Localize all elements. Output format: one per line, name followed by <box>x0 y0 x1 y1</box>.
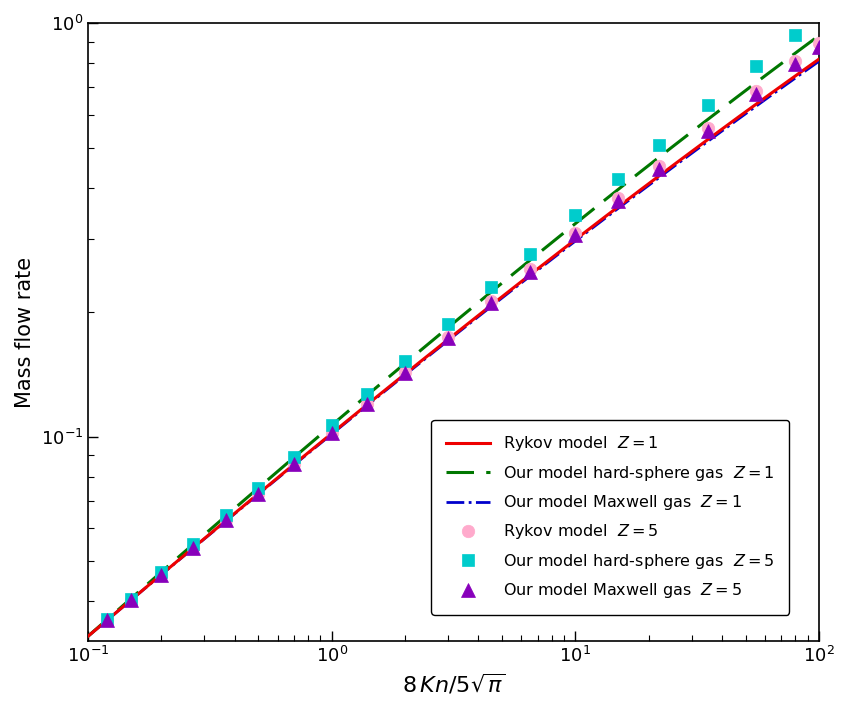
Our model Maxwell gas  $Z = 5$ <box>613 197 623 205</box>
Our model Maxwell gas  $Z = 5$ <box>188 544 198 552</box>
Our model hard-sphere gas  $Z = 5$ <box>362 390 372 398</box>
Our model hard-sphere gas  $Z = 1$ <box>712 107 722 116</box>
Our model Maxwell gas  $Z = 5$ <box>400 369 410 378</box>
Our model Maxwell gas  $Z = 5$ <box>814 43 824 51</box>
Rykov model  $Z = 5$ <box>751 87 761 95</box>
Rykov model  $Z = 1$ <box>814 55 824 63</box>
Rykov model  $Z = 5$ <box>221 516 231 525</box>
Our model Maxwell gas  $Z = 5$ <box>751 90 761 99</box>
Rykov model  $Z = 5$ <box>156 570 167 579</box>
Our model hard-sphere gas  $Z = 1$ <box>548 237 558 245</box>
Our model hard-sphere gas  $Z = 5$ <box>814 11 824 20</box>
Our model Maxwell gas  $Z = 1$ <box>638 186 648 194</box>
Our model hard-sphere gas  $Z = 5$ <box>485 283 496 292</box>
Our model Maxwell gas  $Z = 5$ <box>253 489 264 498</box>
Rykov model  $Z = 5$ <box>790 57 801 65</box>
Our model hard-sphere gas  $Z = 5$ <box>221 511 231 520</box>
Rykov model  $Z = 5$ <box>814 39 824 48</box>
Rykov model  $Z = 5$ <box>613 194 623 203</box>
Our model hard-sphere gas  $Z = 5$ <box>156 568 167 577</box>
Our model hard-sphere gas  $Z = 5$ <box>443 320 453 328</box>
Rykov model  $Z = 1$ <box>712 128 722 137</box>
Our model hard-sphere gas  $Z = 5$ <box>289 453 299 461</box>
Our model Maxwell gas  $Z = 5$ <box>156 570 167 579</box>
Our model hard-sphere gas  $Z = 5$ <box>570 210 581 219</box>
Our model Maxwell gas  $Z = 5$ <box>654 165 664 173</box>
Line: Our model Maxwell gas  $Z = 5$: Our model Maxwell gas $Z = 5$ <box>100 40 826 627</box>
Our model hard-sphere gas  $Z = 1$ <box>814 31 824 40</box>
Our model hard-sphere gas  $Z = 1$ <box>527 255 537 263</box>
Line: Our model Maxwell gas  $Z = 1$: Our model Maxwell gas $Z = 1$ <box>88 61 819 636</box>
Rykov model  $Z = 5$ <box>703 124 713 132</box>
Our model hard-sphere gas  $Z = 1$ <box>82 632 93 641</box>
Rykov model  $Z = 5$ <box>570 228 581 237</box>
Our model Maxwell gas  $Z = 5$ <box>524 267 535 276</box>
Our model hard-sphere gas  $Z = 5$ <box>654 141 664 149</box>
Rykov model  $Z = 5$ <box>253 489 264 498</box>
Rykov model  $Z = 5$ <box>362 400 372 408</box>
Line: Our model hard-sphere gas  $Z = 1$: Our model hard-sphere gas $Z = 1$ <box>88 36 819 636</box>
Our model hard-sphere gas  $Z = 1$ <box>638 166 648 174</box>
Our model Maxwell gas  $Z = 1$ <box>82 632 93 641</box>
Our model Maxwell gas  $Z = 1$ <box>128 594 138 603</box>
Our model hard-sphere gas  $Z = 5$ <box>126 594 136 603</box>
Rykov model  $Z = 1$ <box>507 284 518 293</box>
Rykov model  $Z = 5$ <box>326 429 337 438</box>
Our model Maxwell gas  $Z = 5$ <box>790 60 801 69</box>
Rykov model  $Z = 5$ <box>524 265 535 274</box>
Our model hard-sphere gas  $Z = 5$ <box>400 357 410 365</box>
Our model hard-sphere gas  $Z = 5$ <box>790 31 801 39</box>
Our model Maxwell gas  $Z = 5$ <box>703 127 713 135</box>
Legend: Rykov model  $Z = 1$, Our model hard-sphere gas  $Z = 1$, Our model Maxwell gas : Rykov model $Z = 1$, Our model hard-sphe… <box>431 420 789 614</box>
Our model hard-sphere gas  $Z = 1$ <box>507 270 518 279</box>
Rykov model  $Z = 5$ <box>654 162 664 171</box>
Our model Maxwell gas  $Z = 5$ <box>570 231 581 240</box>
Our model Maxwell gas  $Z = 5$ <box>126 596 136 604</box>
Rykov model  $Z = 1$ <box>82 632 93 641</box>
Rykov model  $Z = 5$ <box>188 544 198 552</box>
Our model Maxwell gas  $Z = 1$ <box>814 57 824 65</box>
Our model Maxwell gas  $Z = 1$ <box>712 130 722 139</box>
Our model Maxwell gas  $Z = 5$ <box>443 334 453 343</box>
Y-axis label: Mass flow rate: Mass flow rate <box>15 257 35 407</box>
Our model Maxwell gas  $Z = 5$ <box>289 460 299 469</box>
Our model hard-sphere gas  $Z = 5$ <box>751 62 761 70</box>
Rykov model  $Z = 1$ <box>128 594 138 603</box>
Our model Maxwell gas  $Z = 5$ <box>221 516 231 525</box>
Our model Maxwell gas  $Z = 5$ <box>362 400 372 409</box>
X-axis label: $8\,Kn/5\sqrt{\pi}$: $8\,Kn/5\sqrt{\pi}$ <box>402 672 505 696</box>
Our model hard-sphere gas  $Z = 5$ <box>253 483 264 492</box>
Our model hard-sphere gas  $Z = 5$ <box>524 250 535 258</box>
Our model Maxwell gas  $Z = 1$ <box>548 253 558 262</box>
Our model Maxwell gas  $Z = 1$ <box>527 270 537 279</box>
Rykov model  $Z = 1$ <box>548 252 558 261</box>
Our model hard-sphere gas  $Z = 5$ <box>703 100 713 109</box>
Our model Maxwell gas  $Z = 1$ <box>507 286 518 294</box>
Line: Our model hard-sphere gas  $Z = 5$: Our model hard-sphere gas $Z = 5$ <box>101 10 825 626</box>
Line: Rykov model  $Z = 5$: Rykov model $Z = 5$ <box>101 37 825 626</box>
Line: Rykov model  $Z = 1$: Rykov model $Z = 1$ <box>88 59 819 636</box>
Rykov model  $Z = 5$ <box>126 596 136 604</box>
Our model hard-sphere gas  $Z = 5$ <box>188 540 198 549</box>
Our model hard-sphere gas  $Z = 5$ <box>326 421 337 429</box>
Rykov model  $Z = 5$ <box>485 297 496 306</box>
Rykov model  $Z = 5$ <box>289 460 299 469</box>
Our model hard-sphere gas  $Z = 5$ <box>102 615 112 624</box>
Rykov model  $Z = 5$ <box>443 332 453 341</box>
Rykov model  $Z = 1$ <box>638 184 648 193</box>
Rykov model  $Z = 5$ <box>400 368 410 377</box>
Our model Maxwell gas  $Z = 5$ <box>485 299 496 307</box>
Our model hard-sphere gas  $Z = 5$ <box>613 174 623 183</box>
Our model Maxwell gas  $Z = 5$ <box>326 429 337 438</box>
Our model hard-sphere gas  $Z = 1$ <box>128 593 138 602</box>
Rykov model  $Z = 1$ <box>527 269 537 278</box>
Rykov model  $Z = 5$ <box>102 616 112 624</box>
Our model Maxwell gas  $Z = 5$ <box>102 616 112 624</box>
